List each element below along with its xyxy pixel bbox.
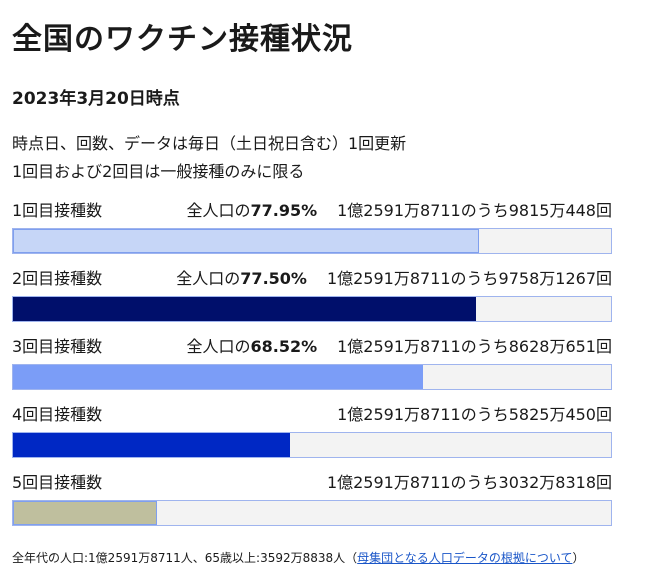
row: 2回目接種数 全人口の77.50% 1億2591万8711のうち9758万1267回 [12,265,612,333]
row-head: 5回目接種数 1億2591万8711のうち3032万8318回 [12,469,612,493]
count: 1億2591万8711のうち3032万8318回 [326,473,612,492]
footer-text: 全年代の人口:1億2591万8711人、65歳以上:3592万8838人 [12,551,346,565]
share-value: 77.50% [240,269,307,288]
bar [13,229,480,253]
paren: （ [345,551,358,565]
row-head: 1回目接種数 全人口の77.95% 1億2591万8711のうち9815万448回 [12,197,612,221]
share-prefix: 全人口の [186,201,251,220]
count: 1億2591万8711のうち9815万448回 [337,201,612,220]
bar [13,297,477,321]
content: 全国のワクチン接種状況 2023年3月20日時点 時点日、回数、データは毎日（土… [12,0,612,580]
date: 2023年3月20日時点 [12,89,180,109]
row-head: 3回目接種数 全人口の68.52% 1億2591万8711のうち8628万651回 [12,333,612,357]
link[interactable]: 母集団となる人口データの根拠について [357,551,573,565]
title: 全国のワクチン接種状況 [12,22,353,57]
footer: 全年代の人口:1億2591万8711人、65歳以上:3592万8838人（母集団… [12,549,584,566]
row-label: 4回目接種数 [12,405,103,424]
note: 1回目および2回目は一般接種のみに限る [12,162,305,181]
share-value: 68.52% [250,337,318,356]
row-head: 4回目接種数 1億2591万8711のうち5825万450回 [12,401,612,425]
row-label: 5回目接種数 [12,473,103,492]
bar-track [12,296,612,322]
rows: 1回目接種数 全人口の77.95% 1億2591万8711のうち9815万448回 2… [12,197,612,537]
row-head: 2回目接種数 全人口の77.50% 1億2591万8711のうち9758万1267回 [12,265,612,289]
paren: ） [572,551,585,565]
row-label: 2回目接種数 [12,269,103,288]
bar-track [12,500,612,526]
bar-track [12,228,612,254]
share-value: 77.95% [250,201,318,220]
bar [13,365,423,389]
share: 全人口の68.52% [186,333,317,357]
count: 1億2591万8711のうち8628万651回 [337,337,612,356]
share-prefix: 全人口の [176,269,241,288]
row: 3回目接種数 全人口の68.52% 1億2591万8711のうち8628万651回 [12,333,612,401]
bar [13,433,290,457]
bar [13,501,158,525]
share: 全人口の77.95% [186,197,317,221]
note: 時点日、回数、データは毎日（土日祝日含む）1回更新 [12,134,407,153]
count: 1億2591万8711のうち9758万1267回 [326,269,612,288]
row-label: 1回目接種数 [12,201,103,220]
row: 4回目接種数 1億2591万8711のうち5825万450回 [12,401,612,469]
row-label: 3回目接種数 [12,337,103,356]
row: 1回目接種数 全人口の77.95% 1億2591万8711のうち9815万448回 [12,197,612,265]
count: 1億2591万8711のうち5825万450回 [337,405,612,424]
share-prefix: 全人口の [186,337,251,356]
share: 全人口の77.50% [176,265,307,289]
bar-track [12,432,612,458]
row: 5回目接種数 1億2591万8711のうち3032万8318回 [12,469,612,537]
bar-track [12,364,612,390]
